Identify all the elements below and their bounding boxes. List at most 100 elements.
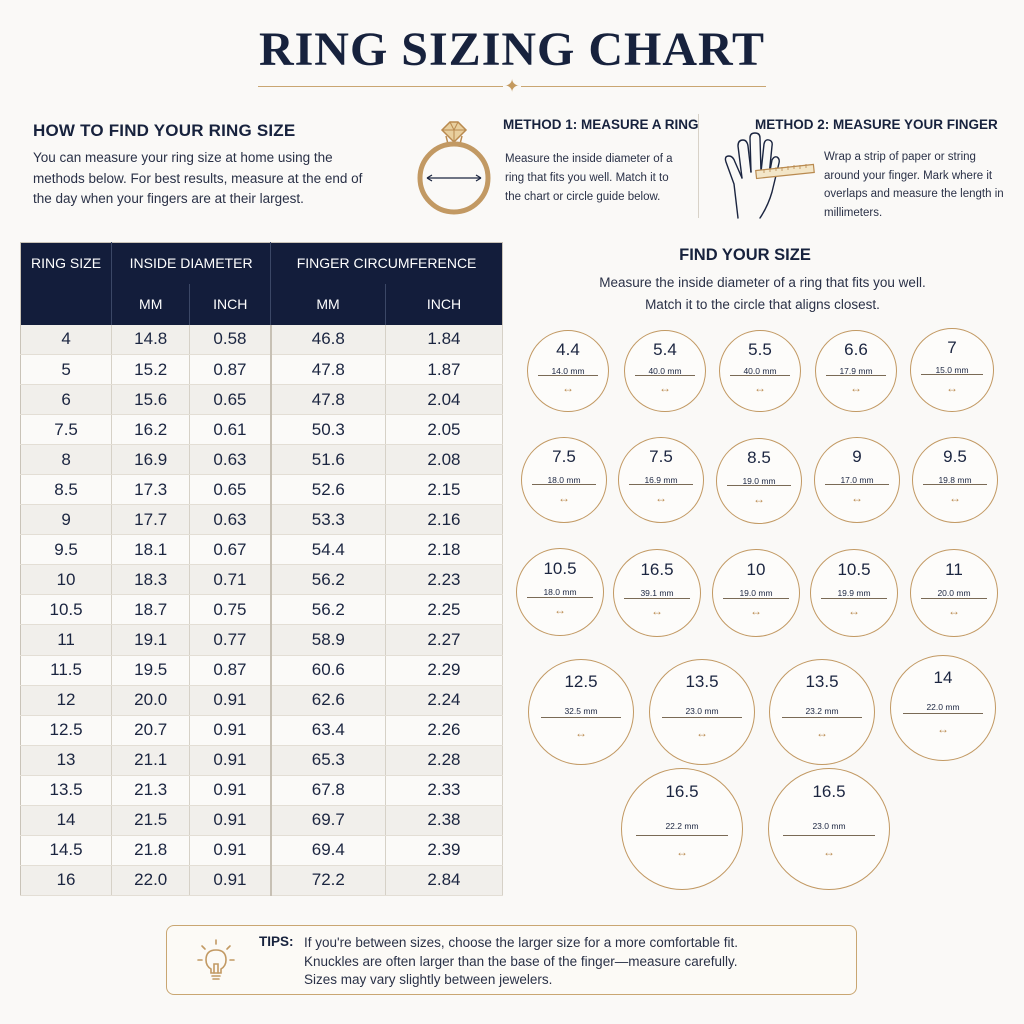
circle-mm-label: 16.9 mm: [644, 474, 678, 485]
cell-circumference-mm: 69.4: [270, 835, 386, 866]
circle-size-label: 5.5: [748, 340, 772, 360]
circle-size-label: 13.5: [685, 671, 719, 691]
circle-diameter-line: [629, 484, 693, 486]
table-row: 12 20.0 0.91 62.6 2.24: [20, 685, 504, 716]
size-circle: 16.5 39.1 mm ↔: [613, 549, 701, 637]
circle-mm-label: 17.0 mm: [840, 474, 874, 485]
double-arrow-icon: ↔: [676, 845, 688, 860]
circle-mm-label: 23.2 mm: [805, 705, 839, 716]
cell-circumference-inch: 2.28: [385, 745, 504, 776]
subheader-circumference-inch: INCH: [384, 283, 503, 325]
tips-label: TIPS:: [259, 934, 294, 949]
size-circle: 5.5 40.0 mm ↔: [719, 330, 801, 412]
cell-circumference-mm: 72.2: [270, 865, 386, 897]
cell-diameter-inch: 0.77: [189, 624, 272, 656]
cell-circumference-inch: 2.24: [385, 685, 504, 716]
circle-mm-label: 18.0 mm: [543, 586, 577, 597]
circle-size-label: 9: [852, 447, 862, 467]
size-circle: 11 20.0 mm ↔: [910, 549, 998, 637]
cell-diameter-mm: 19.1: [111, 624, 191, 656]
circle-mm-label: 23.0 mm: [812, 821, 846, 832]
cell-ring-size: 8.5: [20, 474, 113, 506]
cell-ring-size: 4: [20, 324, 113, 356]
cell-diameter-inch: 0.75: [189, 594, 272, 626]
cell-circumference-mm: 54.4: [270, 534, 386, 566]
cell-circumference-inch: 2.84: [385, 865, 504, 897]
table-row: 10 18.3 0.71 56.2 2.23: [20, 564, 504, 596]
double-arrow-icon: ↔: [558, 491, 570, 506]
cell-circumference-mm: 69.7: [270, 805, 386, 836]
circle-mm-label: 20.0 mm: [937, 587, 971, 598]
cell-circumference-mm: 53.3: [270, 504, 386, 536]
table-row: 8.5 17.3 0.65 52.6 2.15: [20, 474, 504, 506]
double-arrow-icon: ↔: [554, 603, 566, 618]
circle-size-label: 16.5: [665, 782, 699, 802]
cell-diameter-mm: 16.2: [111, 414, 191, 446]
lightbulb-icon: [197, 939, 235, 980]
circle-mm-label: 39.1 mm: [640, 587, 674, 598]
circle-diameter-line: [727, 485, 791, 487]
size-circle: 5.4 40.0 mm ↔: [624, 330, 706, 412]
double-arrow-icon: ↔: [753, 492, 765, 507]
circle-size-label: 16.5: [640, 559, 674, 579]
cell-diameter-inch: 0.65: [189, 474, 272, 506]
find-size-text-line1: Measure the inside diameter of a ring th…: [599, 275, 926, 290]
circle-mm-label: 40.0 mm: [648, 366, 682, 377]
circle-diameter-line: [923, 484, 987, 486]
cell-circumference-mm: 47.8: [270, 384, 386, 416]
size-circle: 10.5 18.0 mm ↔: [516, 548, 604, 636]
circle-diameter-line: [825, 484, 889, 486]
circle-diameter-line: [527, 596, 593, 598]
double-arrow-icon: ↔: [949, 491, 961, 506]
cell-diameter-mm: 21.8: [111, 835, 191, 866]
circle-mm-label: 23.0 mm: [685, 705, 719, 716]
double-arrow-icon: ↔: [575, 725, 587, 740]
circle-diameter-line: [636, 834, 728, 836]
cell-ring-size: 10: [20, 564, 113, 596]
circle-diameter-line: [662, 717, 742, 719]
cell-diameter-inch: 0.71: [189, 564, 272, 596]
ring-icon: [417, 121, 491, 215]
tips-text: If you're between sizes, choose the larg…: [304, 934, 844, 990]
circle-mm-label: 40.0 mm: [743, 366, 777, 377]
cell-circumference-inch: 2.04: [385, 384, 504, 416]
cell-circumference-inch: 2.27: [385, 624, 504, 656]
cell-diameter-mm: 15.2: [111, 354, 191, 386]
cell-diameter-mm: 18.7: [111, 594, 191, 626]
cell-diameter-mm: 21.3: [111, 775, 191, 806]
table-row: 14.5 21.8 0.91 69.4 2.39: [20, 835, 504, 866]
size-circle: 13.5 23.0 mm ↔: [649, 659, 755, 765]
circle-diameter-line: [921, 597, 987, 599]
size-circle: 10 19.0 mm ↔: [712, 549, 800, 637]
circle-diameter-line: [729, 375, 791, 377]
table-row: 14 21.5 0.91 69.7 2.38: [20, 805, 504, 836]
cell-circumference-mm: 46.8: [270, 324, 386, 356]
tip-1: If you're between sizes, choose the larg…: [304, 935, 739, 950]
cell-ring-size: 12: [20, 685, 113, 716]
size-circle: 14 22.0 mm ↔: [890, 655, 996, 761]
circle-mm-label: 19.0 mm: [742, 475, 776, 486]
circle-diameter-line: [920, 374, 984, 376]
cell-ring-size: 14: [20, 805, 113, 836]
cell-diameter-inch: 0.65: [189, 384, 272, 416]
cell-ring-size: 7.5: [20, 414, 113, 446]
table-row: 10.5 18.7 0.75 56.2 2.25: [20, 594, 504, 626]
cell-ring-size: 9: [20, 504, 113, 536]
cell-ring-size: 10.5: [20, 594, 113, 626]
double-arrow-icon: ↔: [816, 725, 828, 740]
hand-measure-icon: [724, 132, 815, 219]
cell-diameter-inch: 0.58: [189, 324, 272, 356]
circle-diameter-line: [634, 375, 696, 377]
circle-mm-label: 15.0 mm: [935, 365, 969, 376]
cell-diameter-mm: 17.7: [111, 504, 191, 536]
cell-ring-size: 12.5: [20, 715, 113, 746]
double-arrow-icon: ↔: [655, 491, 667, 506]
double-arrow-icon: ↔: [696, 725, 708, 740]
cell-diameter-mm: 18.3: [111, 564, 191, 596]
tip-3: Sizes may vary slightly between jewelers…: [304, 972, 553, 987]
size-circle: 13.5 23.2 mm ↔: [769, 659, 875, 765]
double-arrow-icon: ↔: [937, 721, 949, 736]
circle-size-label: 16.5: [812, 782, 846, 802]
size-circle: 7.5 18.0 mm ↔: [521, 437, 607, 523]
circle-size-label: 7: [947, 338, 957, 358]
